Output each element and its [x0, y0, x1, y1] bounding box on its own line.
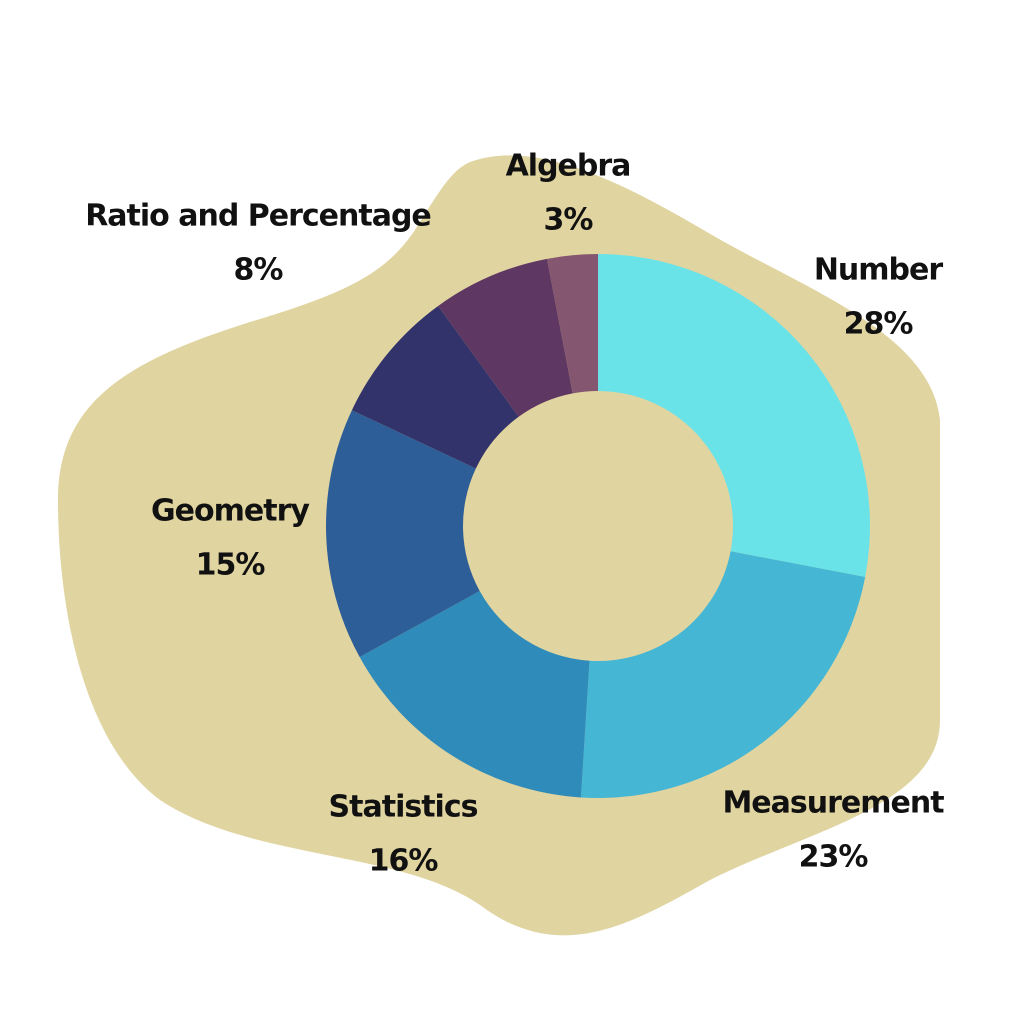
- value-label: 3%: [544, 203, 594, 238]
- category-label: Geometry: [151, 494, 310, 529]
- category-label: Number: [814, 253, 944, 288]
- category-label: Algebra: [506, 149, 631, 184]
- category-label: Measurement: [722, 786, 944, 821]
- donut-slice: [351, 305, 519, 469]
- value-label: 23%: [799, 840, 869, 875]
- donut-slice: [547, 254, 598, 394]
- labels: Number 28% Measurement 23% Statistics 16% Geom…: [85, 149, 945, 879]
- donut-slice: [438, 258, 573, 417]
- category-label: Statistics: [329, 790, 478, 825]
- value-label: 15%: [196, 548, 266, 583]
- donut-slice: [359, 591, 590, 798]
- donut-slice: [598, 254, 870, 577]
- donut: [326, 254, 870, 798]
- category-label: Ratio and Percentage: [85, 199, 431, 234]
- donut-slice: [326, 410, 480, 658]
- value-label: 28%: [844, 307, 914, 342]
- value-label: 8%: [234, 253, 284, 288]
- value-label: 16%: [369, 844, 439, 879]
- donut-slice: [580, 551, 866, 798]
